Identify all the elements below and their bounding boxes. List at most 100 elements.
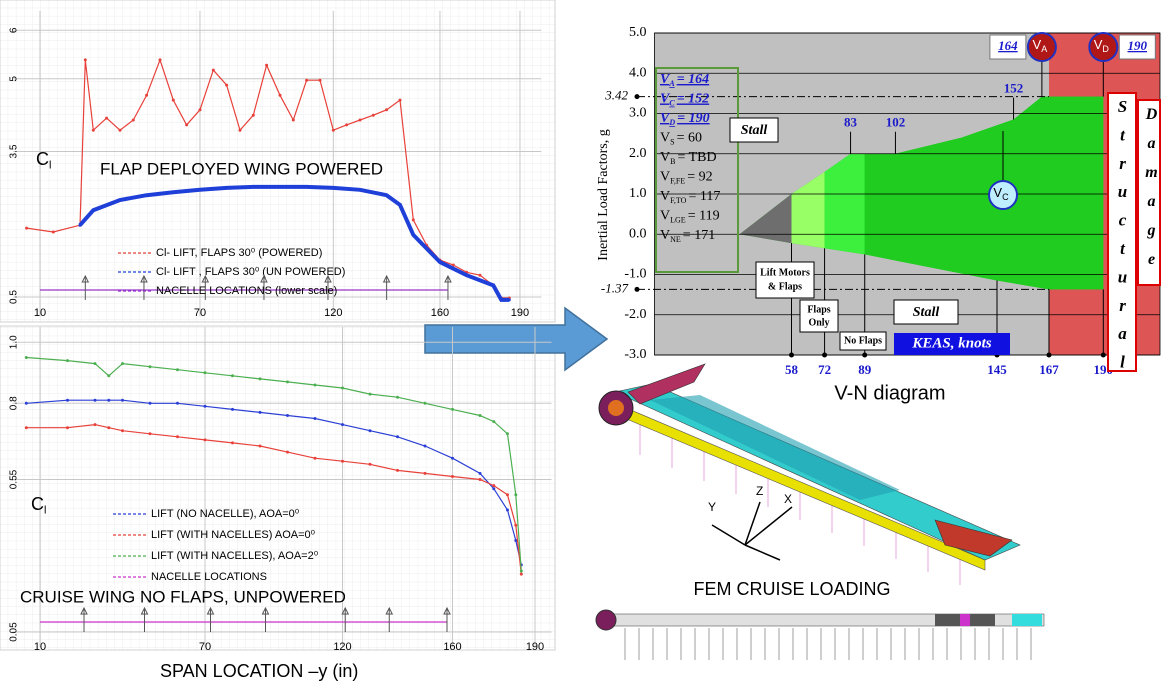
- limit-load-dot: [635, 94, 640, 99]
- label-symbol: V: [660, 131, 670, 146]
- fem-title: FEM CRUISE LOADING: [693, 579, 890, 599]
- region-label: & Flaps: [768, 281, 802, 292]
- speed-dot: [862, 353, 867, 358]
- x-tick-label: 10: [34, 307, 46, 319]
- speed-dot: [822, 353, 827, 358]
- envelope-label: 152: [1004, 81, 1024, 96]
- label-subscript: F,TO: [670, 196, 687, 205]
- region-label: Flaps: [807, 304, 830, 315]
- label-symbol: V: [660, 189, 670, 204]
- region-label: Lift Motors: [760, 267, 810, 278]
- legend-label: NACELLE LOCATIONS (lower scale): [156, 285, 337, 297]
- y-tick-label: 0.55: [9, 469, 20, 489]
- label-symbol: V: [1033, 37, 1042, 52]
- label-symbol: V: [660, 150, 670, 165]
- speed-dot: [1101, 353, 1106, 358]
- speed-table-row: VS= 60: [660, 131, 702, 147]
- annotation: CRUISE WING NO FLAPS, UNPOWERED: [20, 587, 346, 606]
- chart-title: V-N diagram: [834, 382, 945, 404]
- x-tick-label: 160: [431, 307, 449, 319]
- speed-table-row: VD= 190: [660, 111, 710, 127]
- top-speed-label: 164: [998, 38, 1018, 53]
- label-symbol: V: [1094, 37, 1103, 52]
- wing-panel: [650, 395, 900, 500]
- nacelle-hub: [608, 400, 624, 416]
- label-subscript: l: [44, 504, 46, 516]
- label-subscript: LGE: [670, 215, 686, 224]
- x-axis-label: KEAS, knots: [911, 335, 991, 351]
- speed-table-row: VF,FE= 92: [660, 170, 713, 186]
- speed-table-row: VF,TO= 117: [660, 189, 720, 205]
- speed-dot: [1046, 353, 1051, 358]
- x-tick-label: 167: [1039, 362, 1059, 377]
- wing-side-block: [960, 614, 970, 626]
- label-subscript: S: [670, 137, 674, 146]
- speed-table-value: = 92: [687, 170, 712, 185]
- label-subscript: D: [668, 118, 675, 127]
- y-tick-label: 0.8: [9, 396, 20, 410]
- label-subscript: B: [670, 157, 675, 166]
- wing-side-tip: [1012, 614, 1042, 626]
- stall-label: Stall: [741, 123, 768, 138]
- legend-label: LIFT (NO NACELLE), AOA=0⁰: [151, 508, 300, 520]
- speed-table-row: VA= 164: [660, 72, 709, 88]
- x-tick-label: 120: [333, 641, 351, 653]
- y-tick-label: 3.5: [9, 144, 20, 158]
- speed-table-value: = 117: [688, 189, 720, 204]
- speed-table-value: = 171: [683, 228, 715, 243]
- label-symbol: V: [660, 228, 670, 243]
- label-subscript: C: [1002, 192, 1009, 202]
- label-subscript: D: [1102, 44, 1109, 54]
- legend-label: Cl- LIFT , FLAPS 30⁰ (UN POWERED): [156, 266, 345, 278]
- speed-table-value: = 119: [688, 209, 720, 224]
- axis-name: X: [784, 492, 792, 506]
- label-symbol: C: [36, 149, 49, 169]
- limit-load-dot: [635, 287, 640, 292]
- label-subscript: A: [1041, 44, 1047, 54]
- annotation: FLAP DEPLOYED WING POWERED: [100, 159, 383, 178]
- y-tick-label: 1.0: [629, 186, 647, 201]
- top-speed-label: 190: [1128, 38, 1148, 53]
- x-tick-label: 58: [785, 362, 799, 377]
- envelope-label: 83: [844, 115, 858, 130]
- x-tick-label: 10: [34, 641, 46, 653]
- y-axis-label: Inertial Load Factors, g: [596, 129, 611, 260]
- damage-label: Damage: [1140, 106, 1161, 280]
- legend-label: LIFT (WITH NACELLES), AOA=2⁰: [151, 550, 319, 562]
- x-axis-label: SPAN LOCATION –y (in): [160, 661, 358, 681]
- y-tick-label: 3.0: [629, 106, 647, 121]
- damage-label: Structural: [1111, 97, 1133, 381]
- speed-table-row: VNE= 171: [660, 228, 715, 244]
- x-tick-label: 89: [858, 362, 872, 377]
- label-symbol: V: [993, 185, 1002, 200]
- figure: Y Z X FEM CRUISE LOADING 5.04.03.02.01.0…: [0, 0, 1161, 685]
- y-tick-label: -3.0: [624, 347, 646, 362]
- axis-name: Y: [708, 500, 716, 514]
- label-subscript: F,FE: [670, 176, 685, 185]
- label-symbol: V: [660, 209, 670, 224]
- speed-dot: [789, 353, 794, 358]
- label-subscript: C: [669, 98, 675, 107]
- x-tick-label: 145: [987, 362, 1007, 377]
- x-tick-label: 190: [511, 307, 529, 319]
- nacelle-side: [596, 610, 616, 630]
- limit-load-label: -1.37: [601, 280, 629, 295]
- label-symbol: C: [31, 494, 44, 514]
- y-tick-label: 5: [9, 76, 20, 82]
- speed-table-row: VLGE= 119: [660, 209, 720, 225]
- label-subscript: A: [668, 79, 675, 88]
- x-tick-label: 160: [443, 641, 461, 653]
- speed-table-value: = 164: [677, 72, 709, 87]
- fem-drawing: Y Z X FEM CRUISE LOADING: [596, 364, 1044, 660]
- y-tick-label: 4.0: [629, 65, 647, 80]
- x-tick-label: 72: [818, 362, 831, 377]
- region-label: No Flaps: [844, 335, 882, 346]
- axis-name: Z: [756, 484, 763, 498]
- x-tick-label: 120: [324, 307, 342, 319]
- y-tick-label: 0.5: [9, 290, 20, 304]
- limit-load-label: 3.42: [604, 88, 628, 103]
- side-load-arrows: [625, 628, 1031, 660]
- legend-label: Cl- LIFT, FLAPS 30⁰ (POWERED): [156, 247, 322, 259]
- stall-label: Stall: [913, 305, 940, 320]
- wing-leading-edge: [610, 402, 985, 570]
